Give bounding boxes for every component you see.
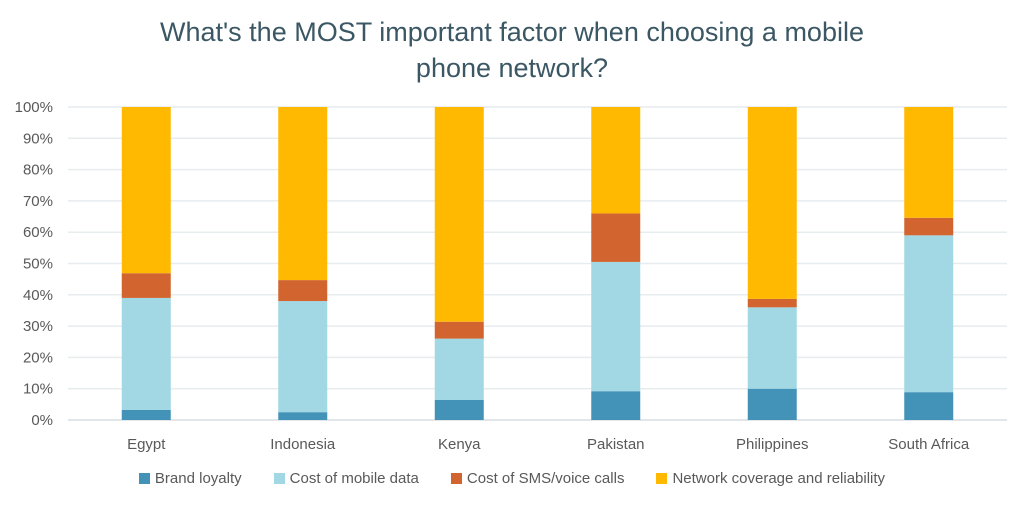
bar-segment-philippines-1 bbox=[747, 307, 797, 389]
legend-item: Cost of SMS/voice calls bbox=[450, 470, 625, 487]
bar-segment-south-africa-1 bbox=[904, 235, 954, 393]
bar-segment-kenya-2 bbox=[434, 321, 484, 339]
legend: Brand loyalty Cost of mobile data Cost of … bbox=[0, 470, 1024, 487]
x-tick-label: Philippines bbox=[736, 436, 809, 453]
legend-swatch bbox=[273, 473, 285, 484]
bar-segment-indonesia-3 bbox=[278, 107, 328, 281]
y-tick-label: 30% bbox=[23, 318, 53, 335]
bar-segment-kenya-1 bbox=[434, 338, 484, 400]
legend-item: Cost of mobile data bbox=[273, 470, 419, 487]
bar-segment-egypt-3 bbox=[121, 107, 171, 274]
chart-title-line-1: What's the MOST important factor when ch… bbox=[160, 17, 864, 47]
bar-segment-egypt-1 bbox=[121, 297, 171, 410]
legend-item: Network coverage and reliability bbox=[656, 470, 885, 487]
x-tick-label: South Africa bbox=[888, 436, 970, 453]
bar-segment-south-africa-0 bbox=[904, 392, 954, 420]
y-tick-label: 10% bbox=[23, 381, 53, 398]
bar-segment-south-africa-2 bbox=[904, 217, 954, 236]
bar-segment-pakistan-0 bbox=[591, 391, 641, 420]
x-tick-label: Indonesia bbox=[270, 436, 336, 453]
bar-segment-pakistan-1 bbox=[591, 261, 641, 392]
bar-segment-indonesia-0 bbox=[278, 412, 328, 420]
y-tick-label: 60% bbox=[23, 224, 53, 241]
bar-segment-philippines-2 bbox=[747, 298, 797, 308]
legend-item: Brand loyalty bbox=[138, 470, 242, 487]
y-tick-label: 0% bbox=[31, 412, 53, 429]
legend-label: Cost of mobile data bbox=[289, 470, 419, 487]
legend-label: Network coverage and reliability bbox=[672, 470, 886, 487]
chart-title-line-2: phone network? bbox=[415, 53, 609, 83]
y-tick-label: 20% bbox=[23, 349, 53, 366]
x-tick-label: Kenya bbox=[438, 436, 481, 453]
chart-title: What's the MOST important factor when ch… bbox=[0, 14, 1024, 86]
bar-segment-kenya-3 bbox=[434, 107, 484, 322]
legend-label: Brand loyalty bbox=[154, 470, 242, 487]
bar-segment-pakistan-2 bbox=[591, 213, 641, 262]
y-tick-label: 90% bbox=[23, 130, 53, 147]
bar-segment-south-africa-3 bbox=[904, 107, 954, 218]
legend-label: Cost of SMS/voice calls bbox=[466, 470, 625, 487]
bar-segment-pakistan-3 bbox=[591, 107, 641, 214]
x-tick-label: Egypt bbox=[127, 436, 166, 453]
bar-segment-philippines-0 bbox=[747, 388, 797, 420]
y-tick-label: 100% bbox=[15, 99, 53, 116]
bar-segment-kenya-0 bbox=[434, 399, 484, 420]
y-tick-label: 80% bbox=[23, 162, 53, 179]
y-tick-label: 50% bbox=[23, 256, 53, 273]
bar-segment-egypt-2 bbox=[121, 273, 171, 298]
bar-segment-indonesia-1 bbox=[278, 301, 328, 413]
legend-swatch bbox=[450, 473, 462, 484]
bar-segment-indonesia-2 bbox=[278, 280, 328, 302]
legend-swatch bbox=[656, 473, 668, 484]
legend-swatch bbox=[138, 473, 150, 484]
bar-segment-egypt-0 bbox=[121, 409, 171, 420]
x-tick-label: Pakistan bbox=[587, 436, 645, 453]
y-tick-label: 70% bbox=[23, 193, 53, 210]
bar-segment-philippines-3 bbox=[747, 107, 797, 299]
y-tick-label: 40% bbox=[23, 287, 53, 304]
